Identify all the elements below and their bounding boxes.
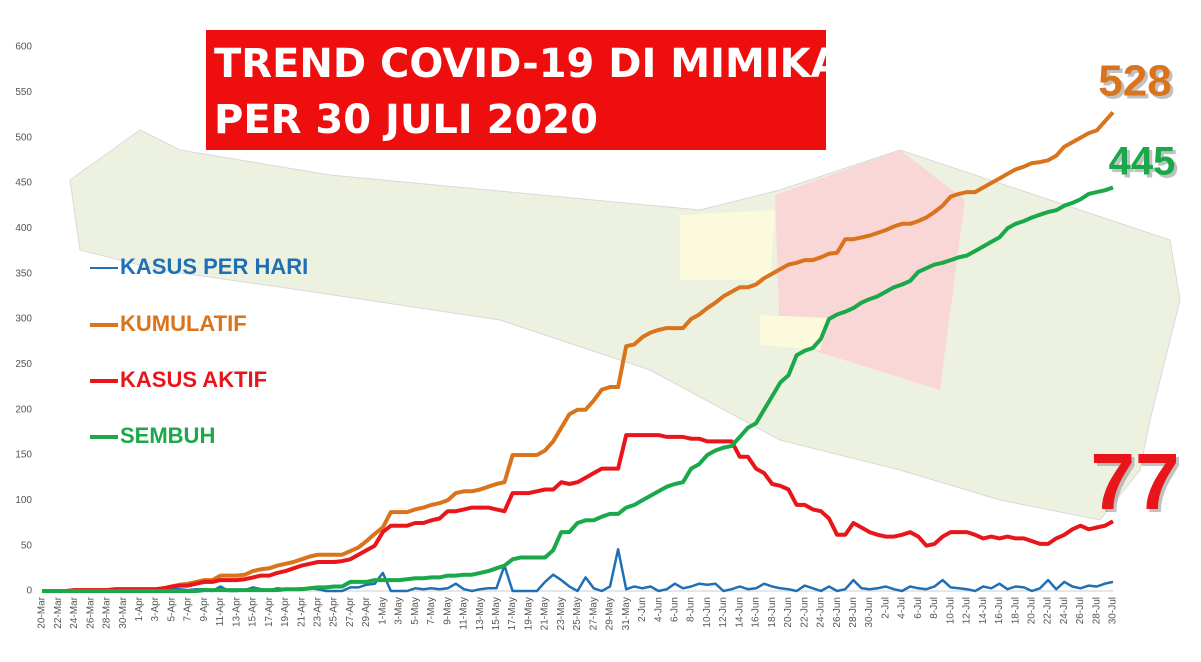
x-tick-label: 26-Jul [1075, 597, 1086, 624]
x-tick-label: 10-Jun [702, 597, 713, 628]
annotation: 445 [1112, 143, 1179, 187]
x-tick-label: 25-Apr [329, 596, 340, 627]
y-tick-label: 250 [15, 359, 32, 370]
x-tick-label: 10-Jul [945, 597, 956, 624]
y-tick-label: 100 [15, 495, 32, 506]
y-tick-label: 400 [15, 223, 32, 234]
x-tick-label: 17-May [507, 597, 518, 630]
x-tick-label: 30-Jul [1108, 597, 1119, 624]
annotation: 77 [1091, 437, 1180, 526]
x-tick-label: 22-Mar [53, 596, 64, 628]
x-tick-label: 16-Jun [751, 597, 762, 628]
series-line [42, 110, 1115, 593]
x-tick-label: 26-Jun [832, 597, 843, 628]
x-tick-label: 25-May [572, 597, 583, 630]
x-tick-label: 20-Mar [37, 596, 48, 628]
y-tick-label: 300 [15, 314, 32, 325]
annotation: 528 [1098, 57, 1171, 106]
background-map [69, 129, 1181, 521]
y-tick-label: 350 [15, 268, 32, 279]
x-tick-label: 19-May [523, 597, 534, 630]
x-tick-label: 27-Apr [345, 596, 356, 627]
x-tick-label: 6-Jul [913, 597, 924, 619]
x-tick-label: 15-Apr [248, 596, 259, 627]
x-tick-label: 29-Apr [361, 596, 372, 627]
x-tick-label: 9-May [442, 597, 453, 625]
chart-title: TREND COVID-19 DI MIMIKA [214, 41, 842, 87]
x-tick-label: 12-Jul [962, 597, 973, 624]
x-tick-label: 3-Apr [150, 596, 161, 621]
x-tick-label: 30-Jun [864, 597, 875, 628]
x-tick-label: 18-Jul [1010, 597, 1021, 624]
x-tick-label: 4-Jun [653, 597, 664, 622]
chart-subtitle: PER 30 JULI 2020 [214, 97, 598, 143]
x-tick-label: 8-Jun [686, 597, 697, 622]
x-tick-label: 29-May [605, 597, 616, 630]
y-tick-label: 500 [15, 132, 32, 143]
series-line [42, 185, 1114, 593]
x-tick-label: 15-May [491, 597, 502, 630]
y-tick-label: 550 [15, 87, 32, 98]
x-tick-label: 22-Jul [1043, 597, 1054, 624]
x-tick-label: 21-May [540, 597, 551, 630]
x-tick-label: 4-Jul [897, 597, 908, 619]
y-tick-label: 600 [15, 42, 32, 53]
legend-label: KASUS PER HARI [120, 254, 308, 279]
x-tick-label: 21-Apr [296, 596, 307, 627]
x-tick-label: 7-May [426, 597, 437, 625]
y-tick-label: 450 [15, 178, 32, 189]
x-tick-label: 1-May [377, 597, 388, 625]
x-tick-label: 13-Apr [231, 596, 242, 627]
x-tick-label: 24-Mar [69, 596, 80, 628]
x-tick-label: 19-Apr [280, 596, 291, 627]
x-tick-label: 16-Jul [994, 597, 1005, 624]
x-tick-label: 12-Jun [718, 597, 729, 628]
x-tick-label: 27-May [588, 597, 599, 630]
x-tick-label: 23-Apr [313, 596, 324, 627]
legend-label: SEMBUH [120, 423, 215, 448]
x-tick-label: 20-Jun [783, 597, 794, 628]
legend-label: KUMULATIF [120, 311, 247, 336]
x-tick-label: 26-Mar [85, 596, 96, 628]
x-tick-label: 31-May [621, 597, 632, 630]
x-tick-label: 3-May [394, 597, 405, 625]
x-tick-label: 14-Jul [978, 597, 989, 624]
annotation: 445 [1109, 140, 1176, 184]
x-tick-label: 9-Apr [199, 596, 210, 621]
x-tick-label: 23-May [556, 597, 567, 630]
y-tick-label: 50 [21, 540, 33, 551]
x-tick-label: 28-Jun [848, 597, 859, 628]
x-tick-label: 28-Mar [102, 596, 113, 628]
x-tick-label: 20-Jul [1027, 597, 1038, 624]
series-line [42, 548, 1114, 593]
annotation: 528 [1101, 60, 1174, 109]
x-tick-label: 30-Mar [118, 596, 129, 628]
x-tick-label: 24-Jun [816, 597, 827, 628]
x-tick-label: 13-May [475, 597, 486, 630]
x-tick-label: 5-Apr [166, 596, 177, 621]
x-tick-label: 8-Jul [929, 597, 940, 619]
series-line [42, 433, 1114, 593]
y-tick-label: 150 [15, 450, 32, 461]
x-tick-label: 7-Apr [183, 596, 194, 621]
x-tick-label: 17-Apr [264, 596, 275, 627]
x-tick-label: 14-Jun [734, 597, 745, 628]
x-tick-label: 11-May [459, 597, 470, 630]
x-tick-label: 11-Apr [215, 596, 226, 626]
x-tick-label: 28-Jul [1091, 597, 1102, 624]
y-tick-label: 200 [15, 404, 32, 415]
legend-label: KASUS AKTIF [120, 367, 267, 392]
y-tick-label: 0 [26, 586, 32, 597]
x-tick-label: 2-Jul [880, 597, 891, 619]
x-tick-label: 18-Jun [767, 597, 778, 628]
x-tick-label: 2-Jun [637, 597, 648, 622]
annotation: 77 [1094, 440, 1183, 529]
x-tick-label: 1-Apr [134, 596, 145, 621]
x-tick-label: 6-Jun [670, 597, 681, 622]
x-tick-label: 5-May [410, 597, 421, 625]
x-tick-label: 24-Jul [1059, 597, 1070, 624]
title-box [206, 30, 826, 150]
x-tick-label: 22-Jun [799, 597, 810, 628]
